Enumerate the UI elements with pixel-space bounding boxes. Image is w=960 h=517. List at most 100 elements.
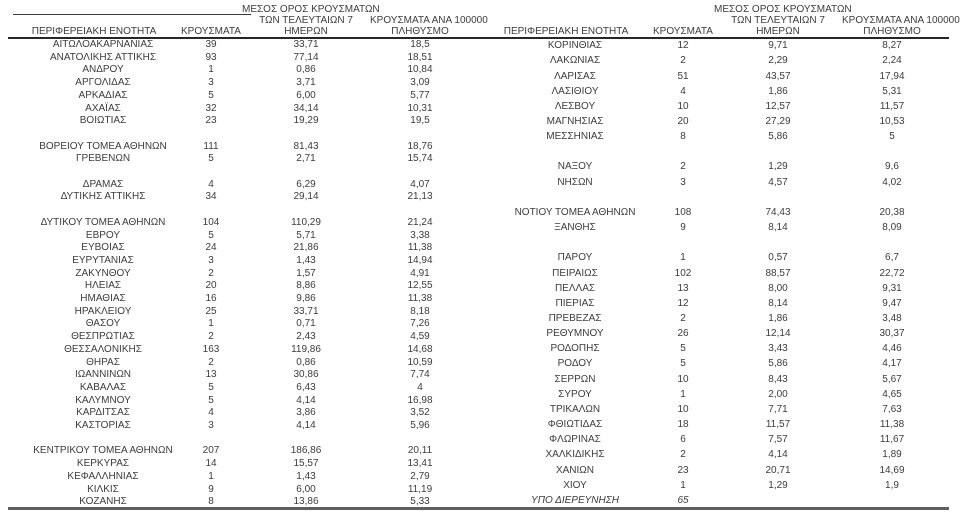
- cases-cell: 20: [205, 280, 217, 292]
- cases-cell: 25: [205, 305, 217, 317]
- cases-cell: 163: [202, 343, 220, 355]
- cases-cell: 8: [680, 131, 686, 143]
- column-header-region: ΠΕΡΙΦΕΡΕΙΑΚΗ ΕΝΟΤΗΤΑ: [480, 0, 652, 39]
- avg7-cell: 11,57: [765, 419, 791, 431]
- avg7-cell: 81,43: [293, 140, 319, 152]
- avg7-cell: 1,43: [296, 470, 316, 482]
- cases-cell: 1: [680, 388, 686, 400]
- avg7-cell: 1,29: [768, 479, 788, 491]
- table-row: ΚΑΡΔΙΤΣΑΣ 4 3,86 3,52: [8, 407, 470, 420]
- per100k-cell: 10,59: [407, 356, 433, 368]
- avg7-cell: 13,86: [293, 496, 319, 508]
- per100k-cell: 7,63: [882, 403, 902, 415]
- region-cell: ΔΡΑΜΑΣ: [82, 178, 124, 190]
- header-line: ΚΡΟΥΣΜΑΤΑ ΑΝΑ 100000: [370, 15, 488, 26]
- cases-cell: 2: [680, 449, 686, 461]
- header-line: ΠΛΗΘΥΣΜΟ: [391, 26, 449, 37]
- column-header-region: ΠΕΡΙΦΕΡΕΙΑΚΗ ΕΝΟΤΗΤΑ: [8, 0, 180, 39]
- table-row: ΚΑΒΑΛΑΣ 5 6,43 4: [8, 382, 470, 395]
- avg7-cell: 33,71: [293, 305, 319, 317]
- empty-cell: [480, 145, 652, 160]
- table-row: ΖΑΚΥΝΘΟΥ 2 1,57 4,91: [8, 268, 470, 281]
- per100k-cell: 14,69: [879, 464, 905, 476]
- region-cell: ΚΕΦΑΛΛΗΝΙΑΣ: [67, 470, 139, 482]
- region-cell: ΖΑΚΥΝΘΟΥ: [75, 267, 131, 279]
- avg7-cell: 4,14: [768, 449, 788, 461]
- cases-cell: 3: [680, 176, 686, 188]
- region-cell: ΚΑΒΑΛΑΣ: [79, 381, 127, 393]
- region-cell: ΜΕΣΣΗΝΙΑΣ: [546, 131, 604, 143]
- column-header-cases: ΚΡΟΥΣΜΑΤΑ: [652, 0, 714, 39]
- cases-cell: 4: [208, 178, 214, 190]
- table-header-left: ΠΕΡΙΦΕΡΕΙΑΚΗ ΕΝΟΤΗΤΑ ΚΡΟΥΣΜΑΤΑ ΜΕΣΟΣ ΟΡΟ…: [8, 0, 488, 39]
- avg7-cell: 5,71: [296, 229, 316, 241]
- per100k-cell: 11,19: [407, 483, 433, 495]
- cases-cell: 111: [203, 140, 219, 152]
- per100k-cell: 11,67: [879, 434, 905, 446]
- table-row: ΧΑΝΙΩΝ 23 20,71 14,69: [480, 463, 942, 478]
- header-line: ΤΩΝ ΤΕΛΕΥΤΑΙΩΝ 7: [259, 15, 353, 26]
- per100k-cell: 4,07: [410, 178, 430, 190]
- cases-cell: 20: [677, 116, 689, 127]
- per100k-cell: 10,84: [407, 64, 433, 76]
- table-row: ΦΛΩΡΙΝΑΣ 6 7,57 11,67: [480, 433, 942, 448]
- region-cell: ΔΥΤΙΚΗΣ ΑΤΤΙΚΗΣ: [60, 191, 146, 203]
- cases-cell: 102: [674, 267, 692, 279]
- cases-cell: 3: [208, 77, 214, 89]
- table-row: ΔΥΤΙΚΗΣ ΑΤΤΙΚΗΣ 34 29,14 21,13: [8, 191, 470, 204]
- cases-cell: 51: [677, 70, 689, 82]
- header-line: ΠΕΡΙΦΕΡΕΙΑΚΗ ΕΝΟΤΗΤΑ: [503, 26, 629, 37]
- table-row: ΚΟΖΑΝΗΣ 8 13,86 5,33: [8, 496, 470, 509]
- spacer-row: [8, 433, 470, 446]
- region-cell: ΚΟΖΑΝΗΣ: [79, 496, 127, 508]
- cases-cell: 1: [208, 64, 214, 76]
- cases-cell: 5: [208, 381, 214, 393]
- avg7-cell: 2,71: [296, 153, 316, 165]
- column-header-avg7: ΜΕΣΟΣ ΟΡΟΣ ΚΡΟΥΣΜΑΤΩΝ ΤΩΝ ΤΕΛΕΥΤΑΙΩΝ 7 ΗΜΕ…: [242, 0, 380, 39]
- table-row: ΝΟΤΙΟΥ ΤΟΜΕΑ ΑΘΗΝΩΝ 108 74,43 20,38: [480, 206, 942, 221]
- avg7-cell: 12,57: [765, 100, 791, 112]
- per100k-cell: 13,41: [407, 458, 433, 470]
- empty-cell: [842, 236, 942, 251]
- per100k-cell: 30,37: [879, 328, 905, 340]
- table-row: ΘΑΣΟΥ 1 0,71 7,26: [8, 318, 470, 331]
- empty-cell: [480, 236, 652, 251]
- table-body-left: ΑΙΤΩΛΟΑΚΑΡΝΑΝΙΑΣ 39 33,71 18,5 ΑΝΑΤΟΛΙΚΗΣ ΑΤ…: [8, 39, 470, 509]
- empty-cell: [242, 166, 370, 179]
- avg7-cell: 4,14: [296, 394, 316, 406]
- per100k-cell: 5,31: [882, 85, 902, 97]
- table-row: ΥΠΟ ΔΙΕΡΕΥΝΗΣΗ 65: [480, 494, 942, 509]
- per100k-cell: 4,91: [410, 267, 430, 279]
- cases-cell: 12: [677, 40, 689, 52]
- table-row: ΡΕΘΥΜΝΟΥ 26 12,14 30,37: [480, 327, 942, 342]
- cases-cell: 8: [208, 496, 214, 508]
- table-row: ΞΑΝΘΗΣ 9 8,14 8,09: [480, 221, 942, 236]
- table-row: ΚΙΛΚΙΣ 9 6,00 11,19: [8, 484, 470, 497]
- table-row: ΜΑΓΝΗΣΙΑΣ 20 27,29 10,53: [480, 115, 942, 130]
- cases-cell: 5: [680, 343, 686, 355]
- avg7-cell: 110,29: [291, 216, 321, 228]
- table-row: ΚΕΝΤΡΙΚΟΥ ΤΟΜΕΑ ΑΘΗΝΩΝ 207 186,86 20,11: [8, 445, 470, 458]
- per100k-cell: 9,47: [882, 297, 902, 309]
- per100k-cell: 17,94: [879, 70, 905, 82]
- per100k-cell: 11,57: [879, 100, 905, 112]
- cases-cell: 65: [677, 494, 689, 506]
- avg7-cell: 6,00: [296, 89, 316, 101]
- empty-cell: [842, 191, 942, 206]
- column-header-per100k: ΚΡΟΥΣΜΑΤΑ ΑΝΑ 100000 ΠΛΗΘΥΣΜΟ: [842, 0, 960, 39]
- avg7-cell: 3,71: [296, 77, 316, 89]
- table-row: ΘΗΡΑΣ 2 0,86 10,59: [8, 357, 470, 370]
- cases-cell: 4: [208, 407, 214, 419]
- empty-cell: [242, 433, 370, 446]
- table-row: ΚΑΣΤΟΡΙΑΣ 3 4,14 5,96: [8, 420, 470, 433]
- cases-cell: 10: [677, 403, 689, 415]
- cases-cell: 5: [680, 358, 686, 370]
- region-cell: ΑΡΓΟΛΙΔΑΣ: [75, 77, 131, 89]
- cases-cell: 13: [677, 282, 689, 294]
- table-row: ΠΡΕΒΕΖΑΣ 2 1,86 3,48: [480, 312, 942, 327]
- cases-cell: 1: [680, 479, 686, 491]
- cases-cell: 5: [208, 89, 214, 101]
- table-row: ΧΑΛΚΙΔΙΚΗΣ 2 4,14 1,89: [480, 448, 942, 463]
- region-cell: ΗΡΑΚΛΕΙΟΥ: [74, 305, 132, 317]
